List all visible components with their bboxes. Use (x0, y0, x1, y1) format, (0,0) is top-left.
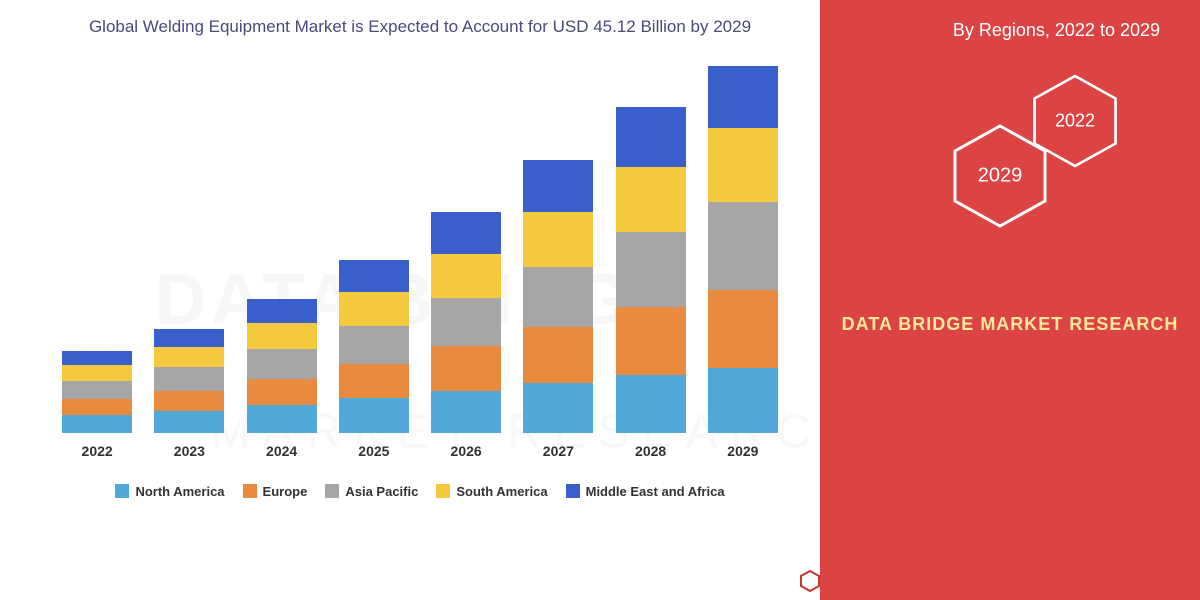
legend-swatch (243, 484, 257, 498)
bar-segment (154, 367, 224, 391)
bar-label: 2029 (727, 443, 758, 459)
bar-segment (431, 346, 501, 391)
bar-label: 2028 (635, 443, 666, 459)
bar-segment (62, 381, 132, 399)
bar-segment (339, 326, 409, 364)
bar-segment (247, 379, 317, 405)
bar-group: 2027 (521, 160, 595, 459)
bar-segment (523, 212, 593, 267)
bar-segment (616, 375, 686, 433)
chart-title: Global Welding Equipment Market is Expec… (40, 15, 800, 39)
legend-item: Middle East and Africa (566, 484, 725, 499)
bar-segment (708, 66, 778, 128)
bar-group: 2023 (152, 329, 226, 459)
bar-group: 2024 (245, 299, 319, 459)
bar-segment (523, 383, 593, 433)
bar-stack (523, 160, 593, 433)
bar-group: 2022 (60, 351, 134, 459)
bar-label: 2027 (543, 443, 574, 459)
bar-stack (247, 299, 317, 433)
bar-segment (523, 160, 593, 212)
hexagon-2022: 2022 (1030, 71, 1120, 171)
bar-stack (431, 212, 501, 433)
bar-segment (431, 212, 501, 254)
hexagon-label: 2029 (978, 165, 1023, 188)
legend-swatch (115, 484, 129, 498)
legend: North America Europe Asia Pacific South Ame… (40, 484, 800, 499)
bar-segment (431, 391, 501, 433)
bar-segment (247, 405, 317, 433)
legend-swatch (325, 484, 339, 498)
legend-item: Asia Pacific (325, 484, 418, 499)
bar-segment (339, 260, 409, 292)
brand-text: DATA BRIDGE MARKET RESEARCH (840, 311, 1180, 338)
right-panel: By Regions, 2022 to 2029 2029 2022 DATA … (820, 0, 1200, 600)
bar-label: 2024 (266, 443, 297, 459)
bar-segment (431, 254, 501, 298)
bar-segment (708, 128, 778, 202)
legend-swatch (566, 484, 580, 498)
bar-segment (616, 307, 686, 375)
bar-segment (154, 347, 224, 367)
bar-label: 2022 (82, 443, 113, 459)
bar-group: 2028 (614, 107, 688, 459)
bar-segment (154, 411, 224, 433)
chart-panel: Global Welding Equipment Market is Expec… (0, 0, 820, 600)
bar-stack (154, 329, 224, 433)
legend-label: Europe (263, 484, 308, 499)
bar-group: 2029 (706, 66, 780, 459)
bar-segment (154, 391, 224, 411)
legend-label: South America (456, 484, 547, 499)
bar-segment (708, 290, 778, 368)
bar-segment (339, 292, 409, 326)
bar-stack (62, 351, 132, 433)
bar-segment (247, 323, 317, 349)
bar-segment (523, 267, 593, 327)
legend-label: Asia Pacific (345, 484, 418, 499)
bar-stack (339, 260, 409, 433)
bar-segment (523, 327, 593, 383)
bar-stack (708, 66, 778, 433)
bar-segment (62, 415, 132, 433)
bar-group: 2025 (337, 260, 411, 459)
bar-segment (62, 365, 132, 381)
bar-group: 2026 (429, 212, 503, 459)
legend-item: Europe (243, 484, 308, 499)
legend-item: North America (115, 484, 224, 499)
bar-segment (616, 107, 686, 167)
bar-segment (708, 368, 778, 433)
main-container: Global Welding Equipment Market is Expec… (0, 0, 1200, 600)
chart-area: 2022 2023 2024 2025 2026 2027 2028 2029 (50, 59, 790, 459)
bar-segment (62, 351, 132, 365)
hexagon-group: 2029 2022 (840, 71, 1180, 271)
bar-label: 2023 (174, 443, 205, 459)
right-panel-title: By Regions, 2022 to 2029 (840, 20, 1180, 41)
legend-label: Middle East and Africa (586, 484, 725, 499)
bar-segment (154, 329, 224, 347)
bar-segment (339, 364, 409, 398)
legend-item: South America (436, 484, 547, 499)
bar-segment (616, 232, 686, 307)
bar-segment (431, 298, 501, 346)
bar-segment (339, 398, 409, 433)
legend-label: North America (135, 484, 224, 499)
legend-swatch (436, 484, 450, 498)
bar-segment (62, 399, 132, 415)
bar-label: 2026 (451, 443, 482, 459)
bar-segment (247, 349, 317, 379)
bar-label: 2025 (358, 443, 389, 459)
bar-segment (708, 202, 778, 290)
bar-stack (616, 107, 686, 433)
bars-container: 2022 2023 2024 2025 2026 2027 2028 2029 (50, 59, 790, 459)
bar-segment (616, 167, 686, 232)
bar-segment (247, 299, 317, 323)
hexagon-label: 2022 (1055, 111, 1095, 132)
